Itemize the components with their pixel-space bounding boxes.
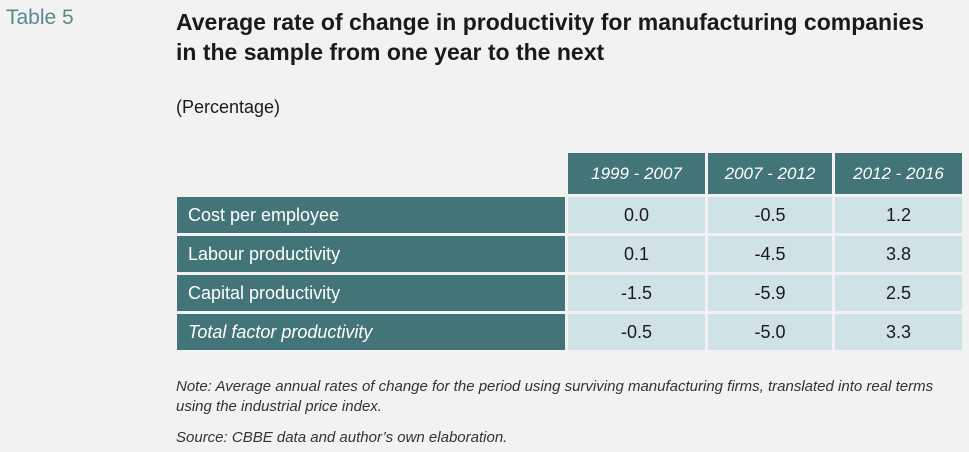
row-label-capital-productivity: Capital productivity (177, 275, 565, 311)
productivity-table: 1999 - 2007 2007 - 2012 2012 - 2016 Cost… (174, 150, 965, 353)
table-cell: -1.5 (568, 275, 705, 311)
table-row: Cost per employee 0.0 -0.5 1.2 (177, 197, 962, 233)
row-label-total-factor-productivity: Total factor productivity (177, 314, 565, 350)
table-row: Total factor productivity -0.5 -5.0 3.3 (177, 314, 962, 350)
table-cell: -0.5 (708, 197, 832, 233)
table-subtitle: (Percentage) (176, 97, 281, 117)
table-cell: -5.9 (708, 275, 832, 311)
table-cell: 0.0 (568, 197, 705, 233)
column-header-2007-2012: 2007 - 2012 (708, 153, 832, 194)
table-title: Average rate of change in productivity f… (176, 9, 925, 65)
table-note: Note: Average annual rates of change for… (176, 378, 934, 415)
table-cell: 0.1 (568, 236, 705, 272)
table-header-row: 1999 - 2007 2007 - 2012 2012 - 2016 (177, 153, 962, 194)
table-row: Labour productivity 0.1 -4.5 3.8 (177, 236, 962, 272)
table-cell: -0.5 (568, 314, 705, 350)
row-label-cost-per-employee: Cost per employee (177, 197, 565, 233)
column-header-2012-2016: 2012 - 2016 (835, 153, 962, 194)
table-cell: -5.0 (708, 314, 832, 350)
table-cell: 2.5 (835, 275, 962, 311)
table-cell: 3.3 (835, 314, 962, 350)
table-number-label: Table 5 (6, 6, 74, 29)
table-row: Capital productivity -1.5 -5.9 2.5 (177, 275, 962, 311)
table-source: Source: CBBE data and author’s own elabo… (176, 429, 508, 446)
table-corner-cell (177, 153, 565, 194)
row-label-labour-productivity: Labour productivity (177, 236, 565, 272)
table-cell: 1.2 (835, 197, 962, 233)
table-cell: -4.5 (708, 236, 832, 272)
column-header-1999-2007: 1999 - 2007 (568, 153, 705, 194)
table-cell: 3.8 (835, 236, 962, 272)
